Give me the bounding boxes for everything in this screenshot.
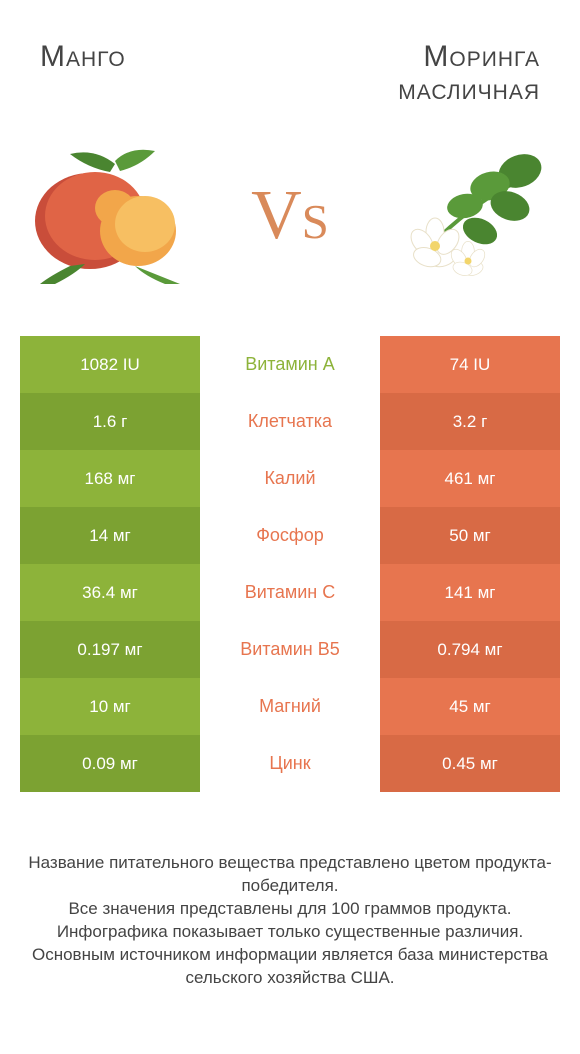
left-value: 1082 IU xyxy=(20,336,200,393)
table-row: 14 мгФосфор50 мг xyxy=(20,507,560,564)
table-row: 10 мгМагний45 мг xyxy=(20,678,560,735)
right-value: 141 мг xyxy=(380,564,560,621)
header: Mанго Моринга масличная xyxy=(0,0,580,116)
footer-line-1: Все значения представлены для 100 граммо… xyxy=(68,899,511,918)
moringa-image xyxy=(380,136,550,286)
footer-line-3: Основным источником информации является … xyxy=(32,945,548,987)
footer-line-0: Название питательного вещества представл… xyxy=(28,853,551,895)
title-right: Моринга масличная xyxy=(398,40,540,106)
right-value: 45 мг xyxy=(380,678,560,735)
title-right-line1: Моринга xyxy=(423,40,540,73)
right-value: 74 IU xyxy=(380,336,560,393)
right-value: 50 мг xyxy=(380,507,560,564)
nutrient-name: Витамин B5 xyxy=(200,621,380,678)
title-left: Mанго xyxy=(40,40,126,74)
nutrient-name: Цинк xyxy=(200,735,380,792)
right-value: 0.45 мг xyxy=(380,735,560,792)
mango-image xyxy=(20,136,190,286)
left-value: 0.09 мг xyxy=(20,735,200,792)
nutrient-name: Магний xyxy=(200,678,380,735)
nutrient-name: Фосфор xyxy=(200,507,380,564)
footer-line-2: Инфографика показывает только существенн… xyxy=(57,922,523,941)
table-row: 1082 IUВитамин A74 IU xyxy=(20,336,560,393)
table-row: 1.6 гКлетчатка3.2 г xyxy=(20,393,560,450)
right-value: 0.794 мг xyxy=(380,621,560,678)
nutrition-table: 1082 IUВитамин A74 IU1.6 гКлетчатка3.2 г… xyxy=(20,336,560,792)
left-value: 14 мг xyxy=(20,507,200,564)
table-row: 0.197 мгВитамин B50.794 мг xyxy=(20,621,560,678)
left-value: 36.4 мг xyxy=(20,564,200,621)
table-row: 168 мгКалий461 мг xyxy=(20,450,560,507)
right-value: 3.2 г xyxy=(380,393,560,450)
left-value: 10 мг xyxy=(20,678,200,735)
nutrient-name: Калий xyxy=(200,450,380,507)
table-row: 36.4 мгВитамин C141 мг xyxy=(20,564,560,621)
nutrient-name: Витамин C xyxy=(200,564,380,621)
nutrient-name: Витамин A xyxy=(200,336,380,393)
left-value: 168 мг xyxy=(20,450,200,507)
table-row: 0.09 мгЦинк0.45 мг xyxy=(20,735,560,792)
image-row: vs xyxy=(20,126,560,306)
left-value: 1.6 г xyxy=(20,393,200,450)
title-right-line2: масличная xyxy=(398,73,540,106)
nutrient-name: Клетчатка xyxy=(200,393,380,450)
right-value: 461 мг xyxy=(380,450,560,507)
left-value: 0.197 мг xyxy=(20,621,200,678)
vs-label: vs xyxy=(251,181,329,251)
footer-text: Название питательного вещества представл… xyxy=(0,852,580,990)
